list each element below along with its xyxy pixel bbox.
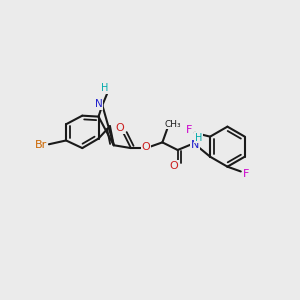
Text: O: O [115,123,124,133]
Text: F: F [186,125,192,135]
Text: N: N [94,99,102,109]
Text: O: O [142,142,151,152]
Text: F: F [243,169,250,179]
Text: H: H [195,133,202,142]
Text: Br: Br [35,140,47,150]
Text: CH₃: CH₃ [165,120,181,129]
Text: H: H [101,83,109,93]
Text: O: O [169,161,178,171]
Text: N: N [190,140,199,150]
